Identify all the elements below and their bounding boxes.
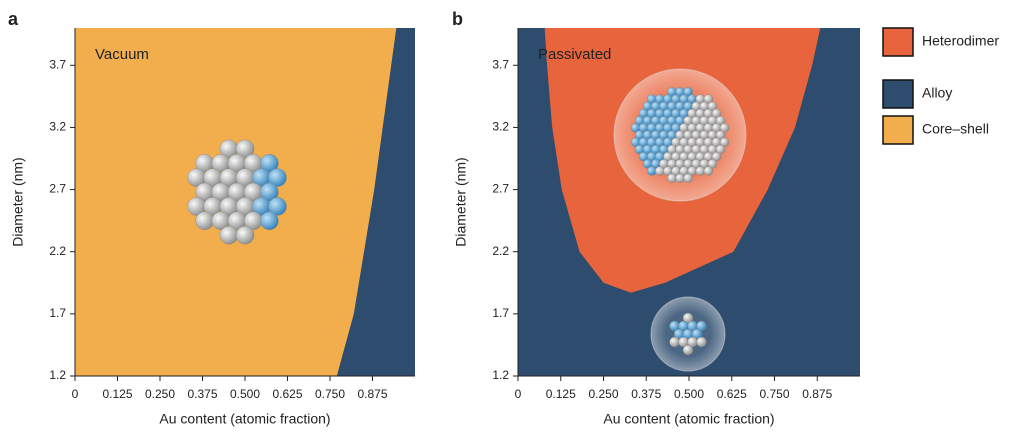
figure: 0 0.125 0.250 0.375 0.500 0.625 0.750 0.875 1.2 1… — [0, 0, 1023, 438]
annotation: Vacuum — [95, 46, 149, 63]
legend-label: Alloy — [922, 85, 952, 101]
y-tick-label: 2.7 — [492, 182, 509, 196]
x-tick-label: 0.375 — [187, 387, 217, 401]
legend-swatch — [883, 80, 913, 108]
y-tick-label: 2.2 — [49, 244, 66, 258]
y-tick-label: 3.2 — [492, 120, 509, 134]
nanoparticle-atom — [260, 212, 278, 230]
x-tick-label: 0.250 — [145, 387, 175, 401]
nanoparticle-atom — [196, 212, 214, 230]
legend-swatch — [883, 116, 913, 144]
legend-label: Heterodimer — [922, 33, 999, 49]
panel-label: b — [452, 9, 463, 29]
nanoparticle-atom — [667, 174, 676, 183]
x-tick-label: 0.875 — [802, 387, 832, 401]
x-tick-label: 0.875 — [357, 387, 387, 401]
x-axis-label: Au content (atomic fraction) — [603, 411, 774, 427]
x-tick-label: 0.625 — [717, 387, 747, 401]
x-tick-label: 0 — [515, 387, 522, 401]
y-tick-label: 1.7 — [492, 306, 509, 320]
nanoparticle-atom — [655, 167, 664, 176]
y-tick-label: 2.2 — [492, 244, 509, 258]
y-tick-label: 1.2 — [49, 368, 66, 382]
legend-label: Core–shell — [922, 121, 989, 137]
panel-label: a — [8, 9, 19, 29]
nanoparticle-atom — [236, 226, 254, 244]
y-tick-label: 2.7 — [49, 182, 66, 196]
x-tick-label: 0.750 — [759, 387, 789, 401]
y-axis-label: Diameter (nm) — [453, 157, 469, 246]
nanoparticle-atom — [683, 345, 693, 355]
x-tick-label: 0 — [72, 387, 79, 401]
y-tick-label: 1.7 — [49, 306, 66, 320]
x-tick-label: 0.125 — [102, 387, 132, 401]
x-tick-label: 0.500 — [230, 387, 260, 401]
nanoparticle-atom — [697, 337, 707, 347]
nanoparticle-atom — [704, 167, 713, 176]
legend-swatch — [883, 28, 913, 56]
annotation: Passivated — [538, 46, 611, 63]
x-tick-label: 0.125 — [546, 387, 576, 401]
y-axis-label: Diameter (nm) — [10, 157, 26, 246]
x-tick-label: 0.375 — [631, 387, 661, 401]
y-tick-label: 3.7 — [492, 57, 509, 71]
x-tick-label: 0.625 — [272, 387, 302, 401]
nanoparticle-atom — [647, 167, 656, 176]
y-tick-label: 3.7 — [49, 57, 66, 71]
nanoparticle-atom — [696, 167, 705, 176]
x-tick-label: 0.500 — [674, 387, 704, 401]
nanoparticle-atom — [220, 226, 238, 244]
x-tick-label: 0.750 — [315, 387, 345, 401]
nanoparticle-atom — [684, 174, 693, 183]
y-tick-label: 3.2 — [49, 120, 66, 134]
nanoparticle-atom — [676, 174, 685, 183]
x-axis-label: Au content (atomic fraction) — [159, 411, 330, 427]
x-tick-label: 0.250 — [588, 387, 618, 401]
nanoparticle — [188, 140, 287, 244]
nanoparticle-atom — [670, 337, 680, 347]
y-tick-label: 1.2 — [492, 368, 509, 382]
